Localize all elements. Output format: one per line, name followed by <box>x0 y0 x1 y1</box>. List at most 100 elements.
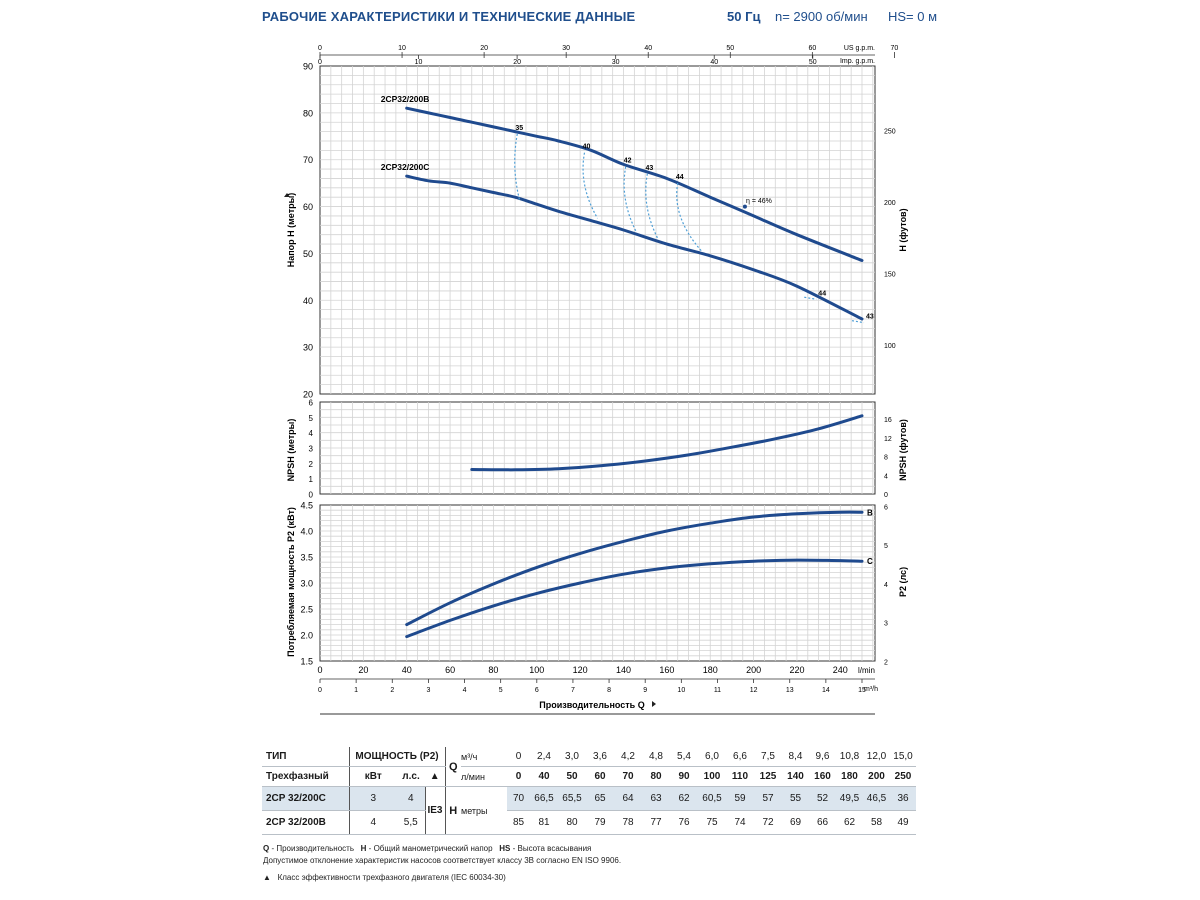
frequency-label: 50 Гц <box>727 9 761 24</box>
us-gpm-tick-label: 50 <box>726 45 734 52</box>
us-gpm-tick-label: 40 <box>644 45 652 52</box>
series-label: 2CP32/200C <box>381 162 430 172</box>
x-axis-arrow-icon <box>652 701 656 707</box>
q-m3h-3: 3,6 <box>586 747 614 767</box>
efficiency-label: 42 <box>624 158 632 165</box>
head-value: 64 <box>614 786 642 811</box>
y-tick-label-right: 0 <box>884 492 888 499</box>
head-value: 77 <box>642 810 670 835</box>
y-tick-label: 4 <box>309 429 314 438</box>
efficiency-label: 44 <box>818 290 826 297</box>
note-hs-key: HS <box>499 844 511 853</box>
head-value: 52 <box>809 786 836 811</box>
y-axis-arrow-icon <box>284 193 290 197</box>
x-tick-label-m3h: 5 <box>499 687 503 694</box>
ie-note-text: Класс эффективности трехфазного двигател… <box>277 873 506 882</box>
x-tick-label-m3h: 6 <box>535 687 539 694</box>
imp-gpm-tick-label: 20 <box>513 59 521 66</box>
q-m3h-9: 7,5 <box>754 747 782 767</box>
q-lmin-3: 60 <box>586 766 614 787</box>
y-tick-label-right: 200 <box>884 200 896 207</box>
series-label: B <box>867 508 873 517</box>
y-tick-label-right: 12 <box>884 436 892 443</box>
q-m3h-5: 4,8 <box>642 747 670 767</box>
y-tick-label: 3.5 <box>300 553 313 563</box>
head-value: 58 <box>863 810 890 835</box>
power-kw: 3 <box>348 786 397 811</box>
legend-line: Q - Производительность H - Общий маномет… <box>263 843 621 855</box>
q-m3h-11: 9,6 <box>809 747 836 767</box>
y-tick-label: 3.0 <box>300 579 313 589</box>
us-gpm-tick-label: 10 <box>398 45 406 52</box>
power-header: МОЩНОСТЬ (P2) <box>348 747 445 767</box>
imp-gpm-unit: Imp. g.p.m. <box>840 58 875 65</box>
q-lmin-10: 140 <box>782 766 809 787</box>
x-tick-label-lmin: 100 <box>529 665 544 675</box>
head-ylabel: Напор H (метры) <box>286 193 296 268</box>
y-tick-label-right: 250 <box>884 129 896 136</box>
y-tick-label: 2.5 <box>300 605 313 615</box>
x-tick-label-lmin: 60 <box>445 665 455 675</box>
q-lmin-2: 50 <box>558 766 586 787</box>
y-tick-label-right: 4 <box>884 582 888 589</box>
series-label: 2CP32/200B <box>381 94 430 104</box>
efficiency-line <box>623 166 638 233</box>
head-value: 78 <box>614 810 642 835</box>
q-lmin-1: 40 <box>530 766 558 787</box>
tolerance-note: Допустимое отклонение характеристик насо… <box>263 856 622 865</box>
head-value: 85 <box>507 810 530 835</box>
y-tick-label-right: 150 <box>884 271 896 278</box>
power-kw: 4 <box>348 810 397 835</box>
head-ylabel-right: H (футов) <box>898 208 908 251</box>
efficiency-label: 44 <box>676 174 684 181</box>
q-m3h-0: 0 <box>507 747 530 767</box>
x-tick-label-m3h: 2 <box>390 687 394 694</box>
imp-gpm-tick-label: 40 <box>710 59 718 66</box>
table-row: 2CP 32/200C 3 4 IE3 H метры 70 66,5 65,5… <box>262 786 916 835</box>
note-q-text: - Производительность <box>269 844 354 853</box>
hp-header: л.с. <box>397 766 425 787</box>
q-lmin-12: 180 <box>836 766 863 787</box>
x-tick-label-m3h: 15 <box>858 687 866 694</box>
head-value: 65 <box>586 786 614 811</box>
q-lmin-0: 0 <box>507 766 530 787</box>
npsh-ylabel: NPSH (метры) <box>286 419 296 482</box>
us-gpm-tick-label: 60 <box>808 45 816 52</box>
m3h-unit: m³/h <box>864 686 878 693</box>
q-lmin-4: 70 <box>614 766 642 787</box>
y-tick-label: 1 <box>309 475 314 484</box>
head-value: 55 <box>782 786 809 811</box>
npsh-curve <box>470 414 864 472</box>
head-value: 72 <box>754 810 782 835</box>
notes: Q - Производительность H - Общий маномет… <box>263 843 621 867</box>
npsh-ylabel-right: NPSH (футов) <box>898 419 908 481</box>
x-tick-label-m3h: 13 <box>786 687 794 694</box>
q-m3h-6: 5,4 <box>670 747 698 767</box>
us-gpm-tick-label: 70 <box>891 45 899 52</box>
q-lmin-8: 110 <box>726 766 754 787</box>
efficiency-label: 35 <box>515 125 523 132</box>
us-gpm-tick-label: 30 <box>562 45 570 52</box>
peak-efficiency-label: η = 46% <box>746 198 772 205</box>
q-m3h-8: 6,6 <box>726 747 754 767</box>
x-tick-label-lmin: 80 <box>488 665 498 675</box>
head-value: 59 <box>726 786 754 811</box>
table-row: 2CP 32/200B 4 5,5 85 81 80 79 78 77 76 7… <box>262 810 916 835</box>
power-curve-C <box>405 558 864 639</box>
table-header-row-1: ТИП МОЩНОСТЬ (P2) Q м³/ч 0 2,4 3,0 3,6 4… <box>262 747 916 787</box>
m3h-unit-cell: м³/ч <box>461 747 507 767</box>
x-tick-label-lmin: 140 <box>616 665 631 675</box>
q-lmin-9: 125 <box>754 766 782 787</box>
q-m3h-2: 3,0 <box>558 747 586 767</box>
imp-gpm-tick-label: 0 <box>318 59 322 66</box>
x-tick-label-lmin: 0 <box>317 665 322 675</box>
head-value: 65,5 <box>558 786 586 811</box>
y-tick-label: 30 <box>303 343 313 353</box>
x-tick-label-m3h: 4 <box>463 687 467 694</box>
x-tick-label-m3h: 10 <box>677 687 685 694</box>
x-tick-label-m3h: 11 <box>714 687 721 694</box>
head-value: 70 <box>507 786 530 811</box>
x-tick-label-lmin: 120 <box>573 665 588 675</box>
ie-note: ▲ Класс эффективности трехфазного двигат… <box>263 873 506 882</box>
